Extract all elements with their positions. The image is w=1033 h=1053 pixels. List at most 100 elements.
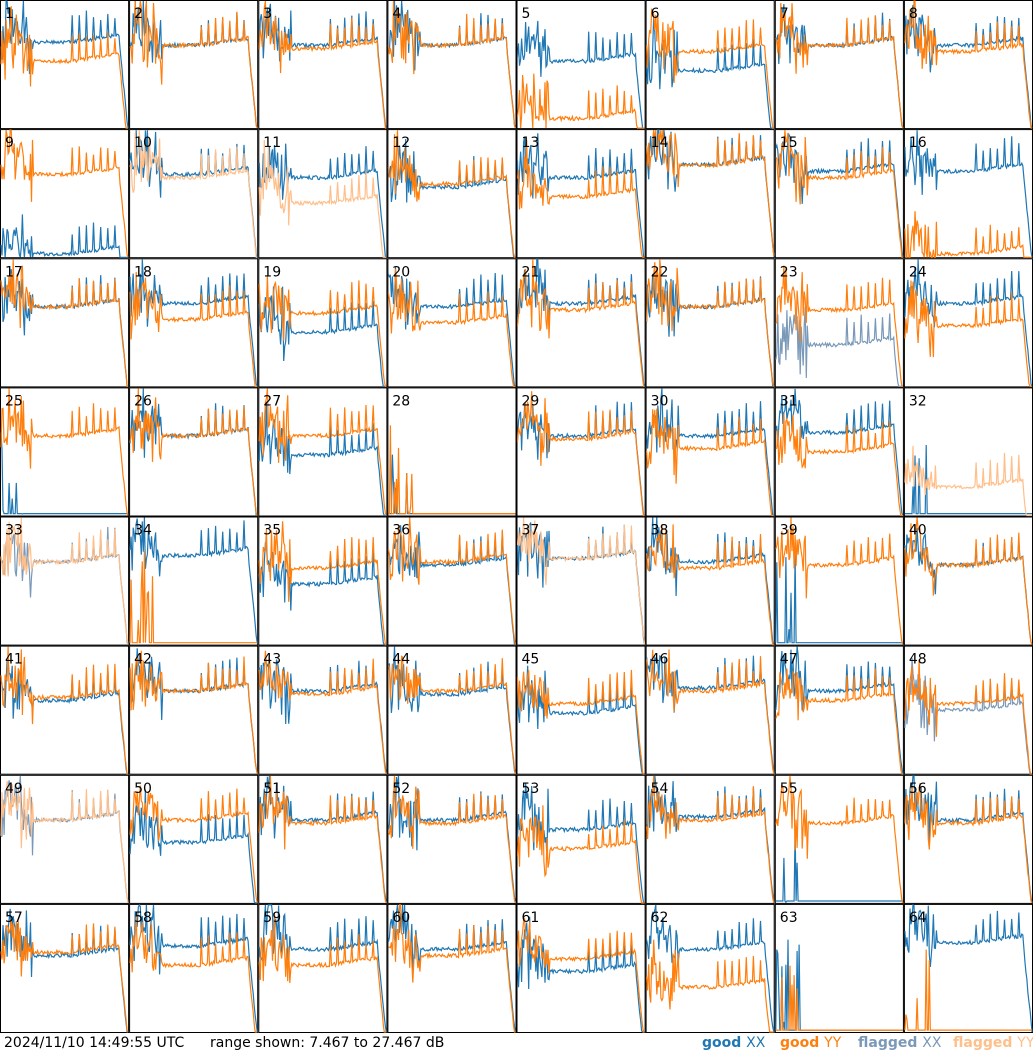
series-xx-good [129,789,258,904]
series-yy-good [516,669,645,775]
series-xx-good [516,916,645,1033]
series-yy-flagged [258,139,387,258]
tile-47: 47 [774,645,904,775]
series-yy-good [775,775,904,904]
tile-number: 15 [780,135,798,151]
tile-27: 27 [258,387,388,517]
series-yy-good [0,259,129,387]
tile-5: 5 [516,0,646,130]
tile-7: 7 [774,0,904,130]
tile-number: 41 [5,652,23,668]
tile-55: 55 [774,774,904,904]
legend-pol: XX [746,1035,766,1051]
tile-number: 51 [263,781,281,797]
series-yy-good [387,517,517,645]
tile-number: 24 [909,264,927,280]
tile-number: 23 [780,264,798,280]
tile-36: 36 [387,516,517,646]
tile-number: 59 [263,910,281,926]
tile-1: 1 [0,0,130,130]
legend-good-yy: good YY [780,1033,841,1053]
tile-16: 16 [903,129,1033,259]
tile-51: 51 [258,774,388,904]
series-yy-good [646,775,775,904]
legend-flagged-xx: flagged XX [858,1033,941,1053]
series-xx-good [904,903,1033,1033]
series-yy-good [646,408,774,517]
series-xx-good [516,133,645,258]
tile-number: 1 [5,6,14,22]
series-xx-good [387,267,516,387]
tile-number: 29 [522,393,540,409]
timestamp: 2024/11/10 14:49:55 UTC [4,1035,185,1051]
tile-frame [903,645,1033,775]
tile-23: 23 [774,258,904,388]
series-yy-flagged [904,445,1032,517]
series-yy-good [904,0,1032,129]
tile-number: 9 [5,135,14,151]
tile-35: 35 [258,516,388,646]
tile-33: 33 [0,516,130,646]
series-yy-good [775,668,903,775]
tile-number: 3 [263,6,272,22]
tile-number: 36 [392,523,410,539]
tile-34: 34 [129,516,259,646]
tile-number: 31 [780,393,798,409]
series-yy-good [258,275,387,387]
tile-number: 6 [651,6,660,22]
series-yy-good [258,521,387,646]
series-yy-good [387,130,516,258]
tile-number: 34 [134,523,152,539]
tile-9: 9 [0,129,130,259]
tile-64: 64 [903,903,1033,1033]
tile-number: 21 [522,264,540,280]
tile-30: 30 [645,387,775,517]
series-yy-good [129,550,258,644]
tile-60: 60 [387,903,517,1033]
series-yy-good [904,949,1032,1031]
tile-number: 58 [134,910,152,926]
tile-52: 52 [387,774,517,904]
tile-49: 49 [0,774,130,904]
tile-number: 44 [392,652,410,668]
series-yy-good [646,524,774,646]
legend-word: flagged [953,1035,1013,1051]
tile-number: 62 [651,910,669,926]
tile-26: 26 [129,387,259,517]
tile-13: 13 [516,129,646,259]
series-yy-good [775,413,903,517]
series-yy-good [388,425,516,515]
series-yy-flagged [0,781,129,904]
series-xx-good [258,541,387,646]
tile-number: 48 [909,652,927,668]
tile-58: 58 [129,903,259,1033]
tile-18: 18 [129,258,259,388]
series-yy-good [0,388,129,516]
tile-56: 56 [903,774,1033,904]
tile-number: 32 [909,393,927,409]
tile-42: 42 [129,645,259,775]
legend-word: good [702,1035,742,1051]
series-yy-good [516,805,645,904]
series-yy-good [904,517,1033,645]
tile-number: 64 [909,910,927,926]
series-xx-good [516,20,645,129]
tile-number: 60 [392,910,410,926]
series-yy-good [516,391,645,517]
series-xx-good [258,904,387,1033]
tile-number: 12 [392,135,410,151]
series-yy-good [0,918,129,1033]
series-yy-good [775,517,904,645]
tile-53: 53 [516,774,646,904]
tile-number: 42 [134,652,152,668]
tile-37: 37 [516,516,646,646]
tile-31: 31 [774,387,904,517]
tile-39: 39 [774,516,904,646]
tile-43: 43 [258,645,388,775]
tile-29: 29 [516,387,646,517]
tile-frame [387,387,517,517]
tile-46: 46 [645,645,775,775]
series-yy-good [0,129,129,258]
tile-number: 7 [780,6,789,22]
